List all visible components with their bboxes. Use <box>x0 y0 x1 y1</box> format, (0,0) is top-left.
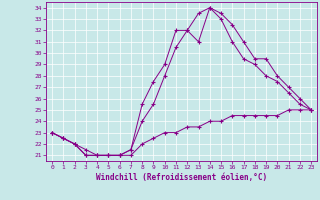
X-axis label: Windchill (Refroidissement éolien,°C): Windchill (Refroidissement éolien,°C) <box>96 173 267 182</box>
